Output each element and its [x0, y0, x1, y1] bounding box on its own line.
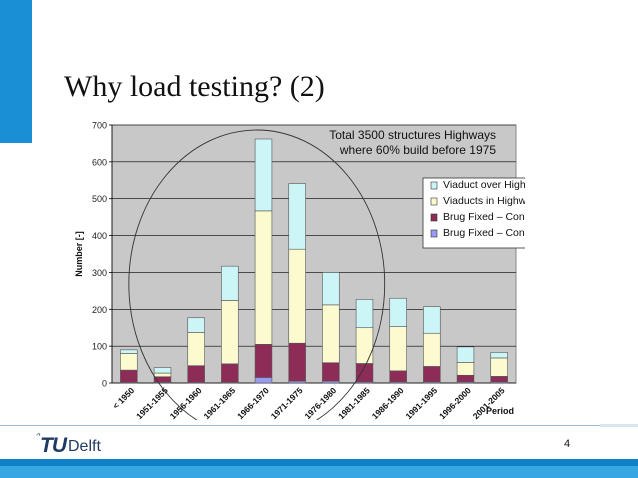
- bar-segment: [456, 362, 475, 376]
- annotation-text: where 60% build before 1975: [339, 143, 496, 157]
- bar-segment: [221, 300, 239, 365]
- bar-segment: [490, 357, 508, 377]
- bar-segment: [120, 369, 138, 383]
- bottom-band-light: [0, 466, 638, 478]
- x-axis-label: Period: [486, 406, 514, 416]
- legend-swatch: [430, 229, 438, 238]
- legend-label: Brug Fixed – Concrete small: [443, 211, 525, 223]
- annotation-text: Total 3500 structures Highways: [329, 128, 496, 142]
- bar-segment: [389, 370, 407, 383]
- legend-label: Brug Fixed – Concrete large: [443, 227, 525, 239]
- x-tick-label: 1986-1990: [370, 385, 406, 420]
- bar-segment: [254, 138, 273, 212]
- bar-segment: [490, 376, 508, 383]
- y-tick-label: 200: [92, 305, 107, 315]
- bar-segment: [254, 377, 273, 384]
- bar-segment: [288, 183, 306, 250]
- bar-segment: [187, 365, 205, 383]
- bar-segment: [389, 297, 407, 327]
- logo-delft: Delft: [68, 438, 101, 455]
- footer-accent: [600, 424, 638, 427]
- bar-segment: [254, 210, 273, 345]
- stacked-bar-chart: 0 100 200 300 400 500 600 700 Number [-] < 1950 19…: [74, 121, 525, 420]
- legend-swatch: [430, 197, 438, 206]
- bar-segment: [254, 344, 273, 378]
- x-tick-label: 1996-2000: [437, 385, 473, 420]
- bar-segment: [355, 299, 374, 329]
- legend-label: Viaducts in Highway: [443, 195, 525, 207]
- tudelft-flame-icon: [36, 433, 41, 436]
- bar-segment: [288, 248, 306, 344]
- highlight-ellipse: [128, 129, 386, 420]
- accent-bar: [0, 0, 32, 143]
- bar-segment: [120, 349, 138, 354]
- y-tick-label: 500: [92, 194, 107, 204]
- y-axis-label: Number [-]: [74, 231, 84, 277]
- x-tick-label: 1961-1965: [201, 385, 237, 420]
- logo-tu: TU: [40, 434, 67, 457]
- bar-segment: [288, 342, 306, 382]
- legend-swatch: [430, 213, 438, 222]
- bar-segment: [187, 317, 205, 333]
- footer-divider: [0, 425, 638, 426]
- bar-segment: [456, 346, 475, 363]
- x-tick-label: 1956-1960: [168, 385, 204, 420]
- x-tick-label: 1976-1980: [302, 385, 338, 420]
- bar-segment: [153, 372, 172, 378]
- y-tick-label: 100: [92, 342, 107, 352]
- x-tick-label: 1991-1995: [403, 385, 439, 420]
- y-tick-label: 400: [92, 231, 107, 241]
- x-tick-label: < 1950: [111, 385, 137, 411]
- bottom-band-dark: [0, 459, 638, 466]
- y-tick-label: 700: [92, 121, 107, 131]
- x-tick-label: 1981-1985: [336, 385, 372, 420]
- bar-segment: [153, 367, 172, 374]
- bar-segment: [490, 352, 508, 359]
- bar-segment: [322, 362, 340, 382]
- bar-segment: [423, 366, 441, 383]
- y-tick-label: 600: [92, 157, 107, 167]
- legend-box: [422, 177, 525, 249]
- legend-swatch: [430, 181, 438, 190]
- bar-segment: [423, 306, 441, 334]
- bar-segment: [456, 374, 475, 383]
- bar-segment: [322, 304, 340, 364]
- y-tick-label: 300: [92, 268, 107, 278]
- bar-segment: [221, 363, 239, 383]
- bar-segment: [355, 327, 374, 364]
- x-tick-label: 1966-1970: [235, 385, 271, 420]
- page-number: 4: [564, 438, 571, 450]
- y-tick-label: 0: [102, 379, 107, 389]
- bar-segment: [120, 353, 138, 371]
- bar-segment: [389, 326, 407, 372]
- bar-segment: [423, 332, 441, 367]
- x-tick-label: 1971-1975: [269, 385, 305, 420]
- bar-segment: [221, 265, 239, 301]
- plot-area: [111, 124, 517, 384]
- slide-title: Why load testing? (2): [64, 70, 325, 103]
- legend-label: Viaduct over Highway: [443, 179, 525, 191]
- bar-segment: [187, 332, 205, 366]
- bar-segment: [322, 272, 340, 306]
